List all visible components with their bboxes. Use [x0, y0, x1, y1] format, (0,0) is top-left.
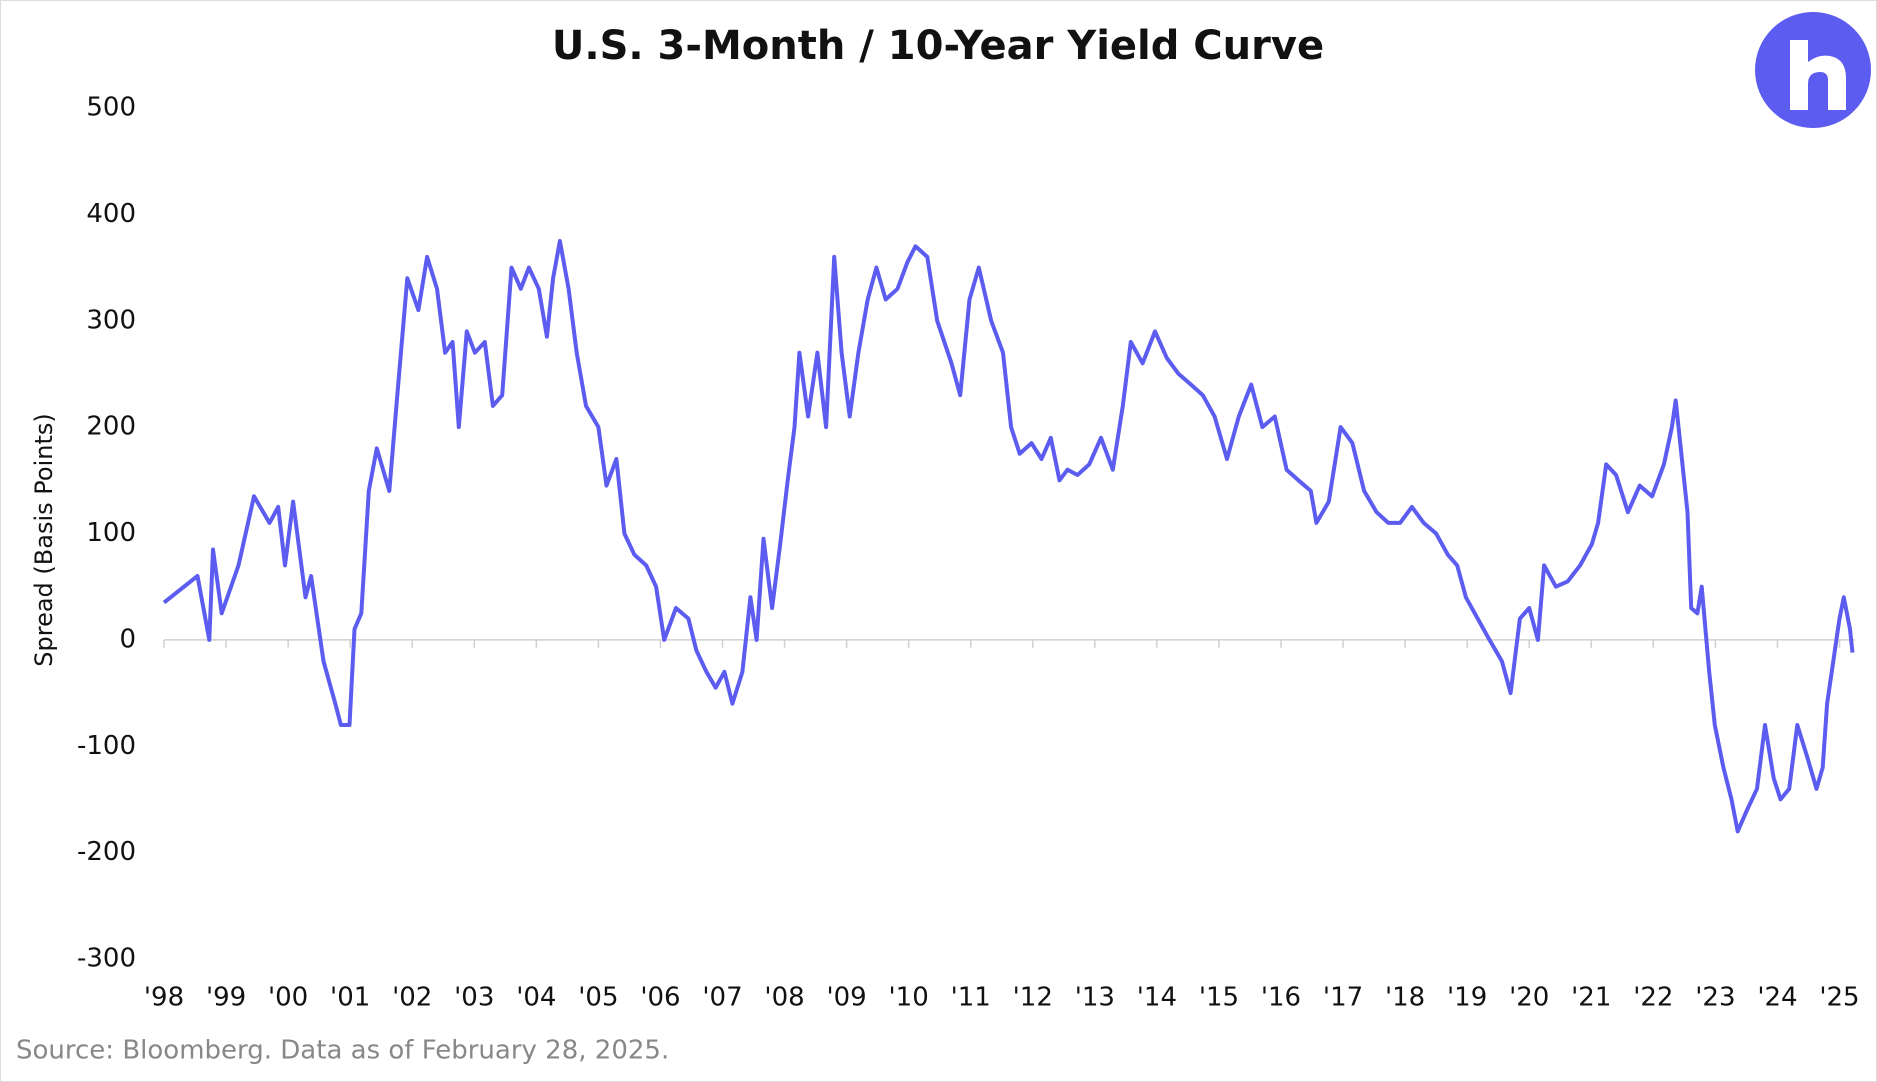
x-tick-label: '09 [826, 983, 866, 1013]
y-tick-label: -100 [77, 731, 136, 761]
x-tick-label: '15 [1199, 983, 1239, 1013]
y-tick-label: 0 [119, 624, 136, 654]
x-tick-label: '99 [206, 983, 246, 1013]
x-tick-label: '25 [1819, 983, 1859, 1013]
x-tick-label: '20 [1509, 983, 1549, 1013]
x-tick-label: '23 [1695, 983, 1735, 1013]
x-tick-label: '03 [454, 983, 494, 1013]
y-tick-label: 200 [86, 412, 136, 442]
x-tick-label: '24 [1757, 983, 1797, 1013]
logo-mark [1790, 40, 1846, 110]
logo [1755, 12, 1871, 128]
x-tick-label: '08 [764, 983, 804, 1013]
x-tick-label: '12 [1013, 983, 1053, 1013]
y-tick-label: 100 [86, 518, 136, 548]
series-line [162, 239, 1855, 834]
x-tick-label: '19 [1447, 983, 1487, 1013]
x-tick-label: '02 [392, 983, 432, 1013]
chart-title: U.S. 3-Month / 10-Year Yield Curve [552, 23, 1324, 69]
x-tick-label: '10 [889, 983, 929, 1013]
x-tick-label: '13 [1075, 983, 1115, 1013]
y-tick-label: 300 [86, 305, 136, 335]
y-tick-label: 400 [86, 199, 136, 229]
y-axis-label: Spread (Basis Points) [30, 413, 58, 666]
y-tick-label: -200 [77, 837, 136, 867]
y-tick-label: 500 [86, 93, 136, 123]
y-tick-label: -300 [77, 944, 136, 974]
x-tick-label: '22 [1633, 983, 1673, 1013]
x-tick-label: '21 [1571, 983, 1611, 1013]
x-tick-label: '01 [330, 983, 370, 1013]
x-tick-label: '18 [1385, 983, 1425, 1013]
source-note: Source: Bloomberg. Data as of February 2… [16, 1036, 669, 1066]
x-tick-label: '00 [268, 983, 308, 1013]
x-tick-label: '14 [1137, 983, 1177, 1013]
x-tick-label: '17 [1323, 983, 1363, 1013]
x-tick-label: '11 [951, 983, 991, 1013]
x-tick-label: '16 [1261, 983, 1301, 1013]
x-tick-label: '06 [640, 983, 680, 1013]
x-tick-label: '04 [516, 983, 556, 1013]
x-tick-label: '07 [702, 983, 742, 1013]
x-tick-label: '05 [578, 983, 618, 1013]
x-tick-label: '98 [144, 983, 184, 1013]
